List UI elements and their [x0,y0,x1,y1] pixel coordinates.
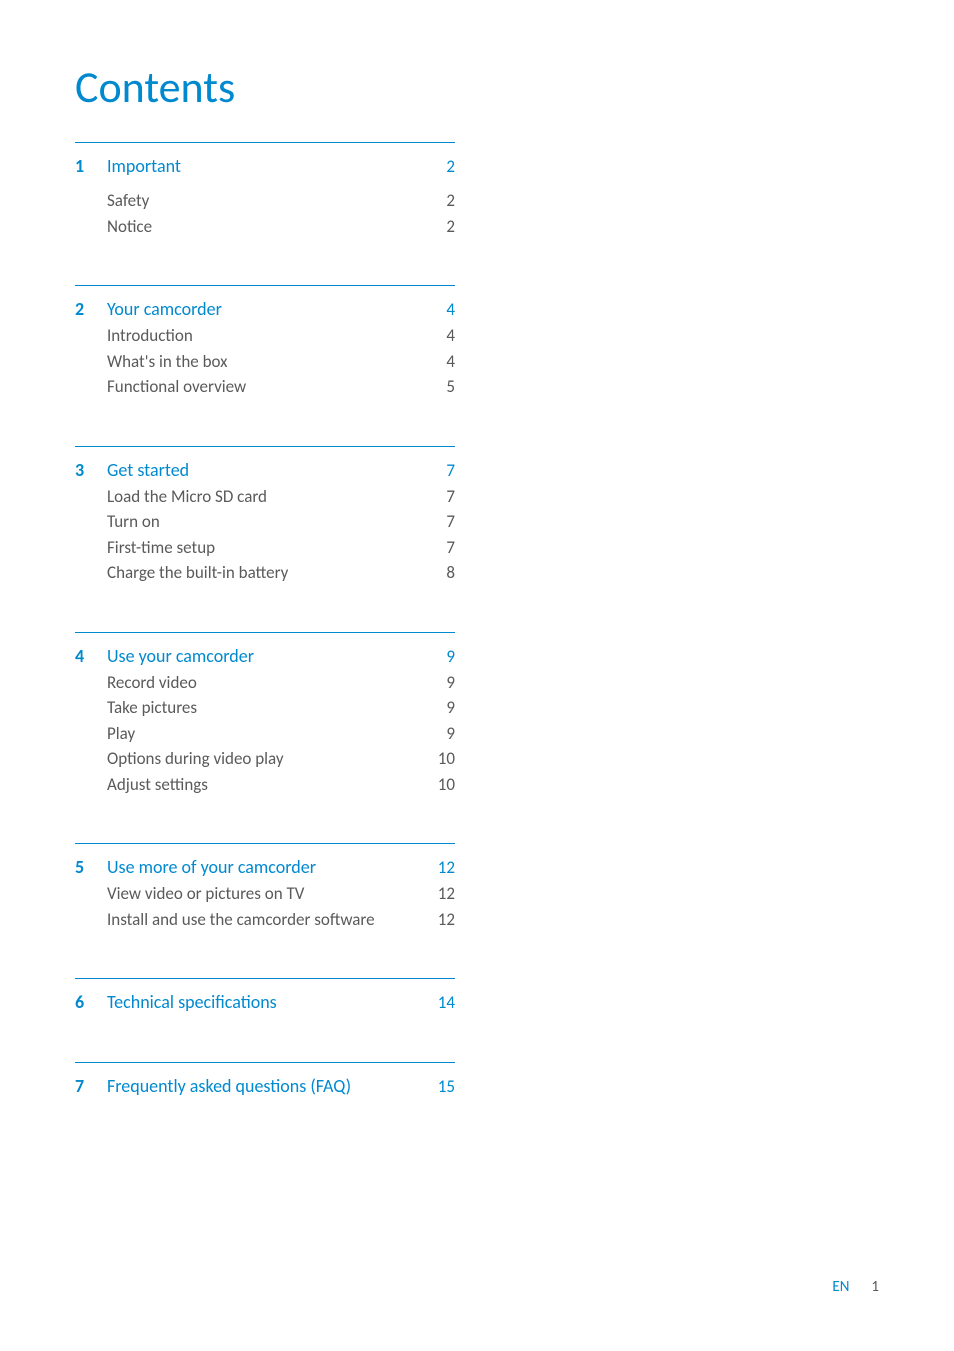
toc-item-label: Charge the built-in battery [75,560,427,586]
toc-section-number: 3 [75,457,107,484]
toc-item-row[interactable]: Options during video play10 [75,746,455,772]
toc-item-label: Play [75,721,427,747]
toc-item-label: First-time setup [75,535,427,561]
toc-section-heading: Frequently asked questions (FAQ) [107,1073,427,1100]
toc-item-row[interactable]: View video or pictures on TV12 [75,881,455,907]
toc-section-page: 15 [427,1074,455,1100]
toc-item-page: 12 [427,881,455,907]
toc-item-row[interactable]: Take pictures9 [75,695,455,721]
toc-section: 1Important2Safety2Notice2 [75,142,455,239]
toc-item-row[interactable]: Introduction4 [75,323,455,349]
toc-item-row[interactable]: First-time setup7 [75,535,455,561]
toc-item-page: 2 [427,188,455,214]
toc-section: 3Get started7Load the Micro SD card7Turn… [75,446,455,586]
toc-section: 2Your camcorder4Introduction4What's in t… [75,285,455,400]
toc-item-label: Turn on [75,509,427,535]
toc-item-row[interactable]: Play9 [75,721,455,747]
toc-item-label: Adjust settings [75,772,427,798]
toc-section-heading-row[interactable]: 5Use more of your camcorder12 [75,854,455,881]
toc-item-label: Functional overview [75,374,427,400]
toc-item-row[interactable]: Load the Micro SD card7 [75,484,455,510]
toc-section-number: 6 [75,989,107,1016]
toc-section-heading-row[interactable]: 7Frequently asked questions (FAQ)15 [75,1073,455,1100]
page-title: Contents [75,60,879,114]
toc-section-number: 7 [75,1073,107,1100]
toc-section-heading: Technical specifications [107,989,427,1016]
toc-item-row[interactable]: What's in the box4 [75,349,455,375]
toc-section-page: 2 [427,154,455,180]
toc-item-page: 7 [427,509,455,535]
toc-section-heading: Use more of your camcorder [107,854,427,881]
toc-item-label: Install and use the camcorder software [75,907,427,933]
table-of-contents: 1Important2Safety2Notice22Your camcorder… [75,142,455,1100]
footer-language: EN [832,1278,849,1296]
footer-page-number: 1 [871,1278,879,1296]
toc-section-page: 7 [427,458,455,484]
toc-item-page: 7 [427,484,455,510]
toc-section-heading-row[interactable]: 4Use your camcorder9 [75,643,455,670]
toc-item-label: Record video [75,670,427,696]
toc-item-page: 7 [427,535,455,561]
page-footer: EN 1 [832,1278,879,1296]
toc-item-page: 10 [427,772,455,798]
toc-item-label: Safety [75,188,427,214]
toc-item-row[interactable]: Install and use the camcorder software12 [75,907,455,933]
toc-section-heading: Important [107,153,427,180]
toc-section-heading-row[interactable]: 3Get started7 [75,457,455,484]
toc-item-page: 9 [427,721,455,747]
toc-item-row[interactable]: Safety2 [75,188,455,214]
toc-item-row[interactable]: Turn on7 [75,509,455,535]
toc-section-page: 14 [427,990,455,1016]
toc-item-label: Notice [75,214,427,240]
toc-section-number: 5 [75,854,107,881]
toc-item-page: 10 [427,746,455,772]
toc-item-page: 8 [427,560,455,586]
toc-item-row[interactable]: Charge the built-in battery8 [75,560,455,586]
toc-section: 5Use more of your camcorder12View video … [75,843,455,932]
toc-section: 7Frequently asked questions (FAQ)15 [75,1062,455,1100]
toc-section-heading: Use your camcorder [107,643,427,670]
toc-item-label: Load the Micro SD card [75,484,427,510]
toc-section-number: 2 [75,296,107,323]
toc-item-label: Options during video play [75,746,427,772]
toc-item-row[interactable]: Record video9 [75,670,455,696]
toc-item-label: Introduction [75,323,427,349]
toc-item-page: 5 [427,374,455,400]
toc-item-label: View video or pictures on TV [75,881,427,907]
toc-item-row[interactable]: Functional overview5 [75,374,455,400]
toc-section-heading: Your camcorder [107,296,427,323]
toc-section-heading-row[interactable]: 6Technical specifications14 [75,989,455,1016]
toc-section: 4Use your camcorder9Record video9Take pi… [75,632,455,798]
toc-section-number: 1 [75,153,107,180]
toc-item-label: Take pictures [75,695,427,721]
toc-item-row[interactable]: Notice2 [75,214,455,240]
toc-section: 6Technical specifications14 [75,978,455,1016]
toc-section-number: 4 [75,643,107,670]
toc-item-page: 4 [427,349,455,375]
toc-item-page: 12 [427,907,455,933]
toc-section-heading: Get started [107,457,427,484]
toc-item-page: 4 [427,323,455,349]
toc-item-page: 2 [427,214,455,240]
toc-section-page: 4 [427,297,455,323]
toc-item-label: What's in the box [75,349,427,375]
toc-section-page: 9 [427,644,455,670]
toc-item-page: 9 [427,670,455,696]
toc-item-page: 9 [427,695,455,721]
toc-section-page: 12 [427,855,455,881]
toc-section-heading-row[interactable]: 2Your camcorder4 [75,296,455,323]
toc-section-heading-row[interactable]: 1Important2 [75,153,455,180]
toc-item-row[interactable]: Adjust settings10 [75,772,455,798]
